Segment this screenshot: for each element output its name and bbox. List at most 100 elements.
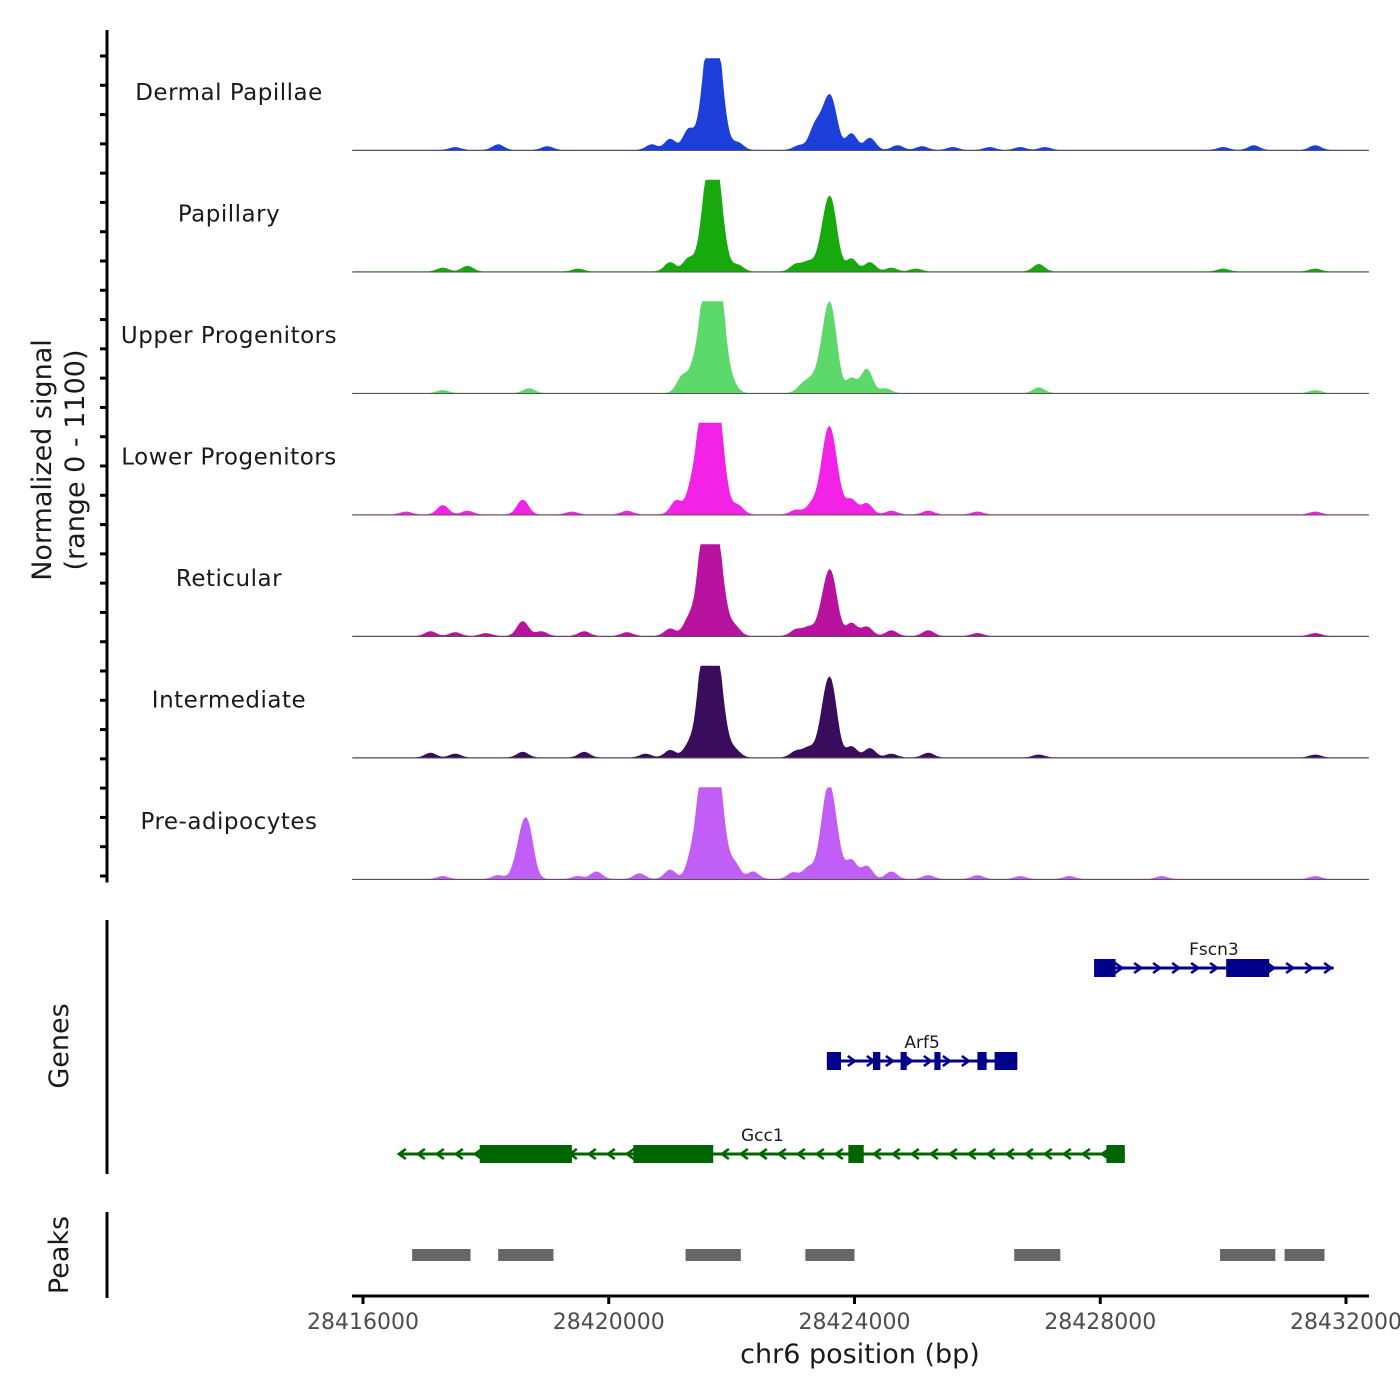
gene-exon: [900, 1052, 907, 1070]
gene-name-label: Gcc1: [741, 1126, 784, 1146]
gene-exon: [934, 1052, 941, 1070]
strand-arrow: [814, 1147, 825, 1161]
strand-arrow: [605, 1147, 616, 1161]
strand-arrow: [1042, 1147, 1053, 1161]
peak-region: [1220, 1249, 1276, 1261]
strand-arrow: [1023, 1147, 1034, 1161]
track-label: Dermal Papillae: [135, 80, 323, 106]
strand-arrow: [396, 1147, 407, 1161]
signal-area: [351, 787, 1370, 880]
strand-arrow: [1171, 961, 1182, 975]
gene-model: Gcc1: [396, 1126, 1125, 1163]
strand-arrow: [928, 1147, 939, 1161]
genes-panel: Fscn3 Arf5 Gcc1: [105, 920, 1334, 1174]
gene-exon: [977, 1052, 987, 1070]
x-axis: 28416000 28420000 28424000 28428000 28432000: [307, 1294, 1400, 1335]
gene-exon: [1094, 959, 1116, 977]
x-tick-label: 28428000: [1044, 1310, 1156, 1335]
strand-arrow: [1323, 961, 1334, 975]
x-tick-label: 28432000: [1290, 1310, 1400, 1335]
signal-track: Dermal Papillae: [135, 58, 1370, 151]
x-tick-label: 28420000: [553, 1310, 665, 1335]
strand-arrow: [1190, 961, 1201, 975]
signal-track: Lower Progenitors: [121, 422, 1370, 516]
gene-name-label: Fscn3: [1189, 940, 1239, 960]
gene-model: Fscn3: [1094, 940, 1334, 977]
strand-arrow: [966, 1147, 977, 1161]
strand-arrow: [885, 1054, 896, 1068]
strand-arrow: [923, 1054, 934, 1068]
strand-arrow: [1080, 1147, 1091, 1161]
strand-arrow: [1304, 961, 1315, 975]
gene-exon: [1226, 959, 1270, 977]
strand-arrow: [1152, 961, 1163, 975]
signal-y-axis: [100, 30, 109, 883]
strand-arrow: [453, 1147, 464, 1161]
x-tick-label: 28424000: [799, 1310, 911, 1335]
x-tick-label: 28416000: [307, 1310, 419, 1335]
strand-arrow: [415, 1147, 426, 1161]
gene-exon: [1106, 1145, 1125, 1163]
signal-area: [351, 544, 1370, 637]
gene-name-label: Arf5: [904, 1033, 939, 1053]
peak-region: [805, 1249, 855, 1261]
signal-area: [351, 665, 1370, 759]
signal-area: [351, 422, 1370, 516]
strand-arrow: [1133, 961, 1144, 975]
track-label: Upper Progenitors: [121, 323, 337, 349]
track-label: Papillary: [178, 202, 280, 228]
strand-arrow: [586, 1147, 597, 1161]
signal-area: [351, 58, 1370, 151]
signal-tracks: Dermal Papillae Papillary Upper Progenitor…: [121, 58, 1370, 880]
peak-region: [685, 1249, 741, 1261]
peaks-axis-title: Peaks: [44, 1216, 75, 1294]
track-label: Pre-adipocytes: [140, 809, 317, 835]
signal-track: Pre-adipocytes: [140, 787, 1370, 880]
strand-arrow: [961, 1054, 972, 1068]
strand-arrow: [1285, 961, 1296, 975]
gene-exon: [848, 1145, 864, 1163]
track-label: Reticular: [176, 566, 282, 592]
peak-region: [498, 1249, 554, 1261]
strand-arrow: [434, 1147, 445, 1161]
strand-arrow: [847, 1054, 858, 1068]
signal-track: Intermediate: [152, 665, 1370, 759]
x-axis-title: chr6 position (bp): [740, 1339, 980, 1370]
peak-region: [1014, 1249, 1061, 1261]
strand-arrow: [890, 1147, 901, 1161]
gene-exon: [994, 1052, 1018, 1070]
strand-arrow: [719, 1147, 730, 1161]
strand-arrow: [942, 1054, 953, 1068]
gene-exon: [872, 1052, 881, 1070]
strand-arrow: [1209, 961, 1220, 975]
strand-arrow: [1004, 1147, 1015, 1161]
strand-arrow: [985, 1147, 996, 1161]
signal-track: Papillary: [178, 179, 1370, 273]
peak-region: [412, 1249, 471, 1261]
strand-arrow: [909, 1147, 920, 1161]
gene-exon: [826, 1052, 841, 1070]
signal-track: Reticular: [176, 544, 1370, 637]
peaks-panel: [105, 1212, 1325, 1298]
gene-model: Arf5: [826, 1033, 1018, 1070]
peak-region: [1284, 1249, 1325, 1261]
strand-arrow: [776, 1147, 787, 1161]
track-label: Lower Progenitors: [121, 445, 336, 471]
y-axis-title-line2: (range 0 - 1100): [60, 350, 91, 571]
track-label: Intermediate: [152, 688, 306, 714]
strand-arrow: [904, 1054, 915, 1068]
strand-arrow: [738, 1147, 749, 1161]
gene-exon: [479, 1145, 572, 1163]
strand-arrow: [1114, 961, 1125, 975]
signal-area: [351, 301, 1370, 394]
signal-area: [351, 179, 1370, 273]
strand-arrow: [624, 1147, 635, 1161]
signal-track: Upper Progenitors: [121, 301, 1370, 394]
strand-arrow: [795, 1147, 806, 1161]
y-axis-title-line1: Normalized signal: [27, 339, 58, 581]
strand-arrow: [1266, 961, 1277, 975]
gene-exon: [633, 1145, 714, 1163]
strand-arrow: [472, 1147, 483, 1161]
genes-axis-title: Genes: [44, 1003, 75, 1088]
